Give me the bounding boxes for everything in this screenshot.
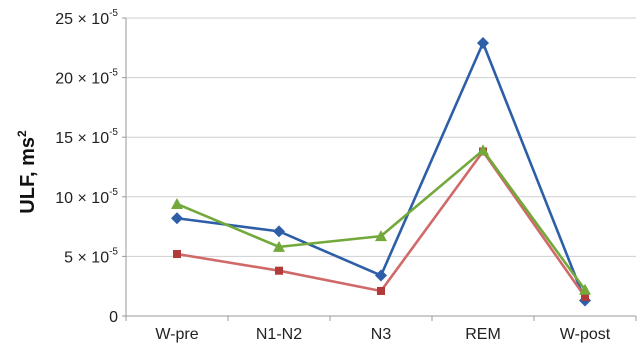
x-tick-labels: W-pre N1-N2 N3 REM W-post bbox=[155, 326, 610, 343]
y-tick-label-2: 10 × 10-5 bbox=[55, 187, 118, 207]
point-series-2-rem bbox=[477, 144, 489, 156]
point-series-1-n3 bbox=[377, 286, 385, 295]
y-axis-label: ULF, ms2 bbox=[15, 130, 39, 214]
y-tick-exponent: -5 bbox=[109, 8, 118, 19]
point-series-0-n3 bbox=[375, 269, 387, 282]
y-tick-label-1: 5 × 10-5 bbox=[64, 246, 118, 266]
axes bbox=[122, 17, 637, 321]
series-line-2 bbox=[176, 149, 587, 291]
series-line-0 bbox=[176, 41, 587, 301]
y-tick-label-4: 20 × 10-5 bbox=[55, 68, 118, 88]
point-series-0-rem bbox=[477, 37, 489, 50]
gridlines bbox=[126, 17, 636, 257]
y-tick-labels: 05 × 10-510 × 10-515 × 10-520 × 10-525 ×… bbox=[55, 8, 118, 326]
y-tick-mantissa: 0 bbox=[109, 309, 118, 326]
point-series-2-n3 bbox=[375, 230, 387, 242]
point-series-1-n1-n2 bbox=[275, 266, 283, 275]
x-tick-label-rem: REM bbox=[465, 326, 501, 343]
y-tick-mantissa: 15 × 10 bbox=[55, 130, 109, 147]
y-tick-exponent: -5 bbox=[109, 68, 118, 79]
y-tick-label-3: 15 × 10-5 bbox=[55, 127, 118, 147]
point-series-2-n1-n2 bbox=[273, 240, 285, 252]
x-tick-label-n3: N3 bbox=[371, 326, 392, 343]
y-tick-label-0: 0 bbox=[109, 309, 118, 326]
series-markers bbox=[171, 37, 591, 307]
y-tick-exponent: -5 bbox=[109, 187, 118, 198]
series-lines bbox=[176, 41, 587, 301]
point-series-2-w-post bbox=[579, 283, 591, 295]
y-axis-label-superscript: 2 bbox=[15, 130, 29, 137]
y-axis-label-text: ULF, ms bbox=[17, 137, 39, 214]
y-tick-exponent: -5 bbox=[109, 127, 118, 138]
y-tick-exponent: -5 bbox=[109, 246, 118, 257]
point-series-0-n1-n2 bbox=[273, 225, 285, 238]
point-series-1-w-pre bbox=[173, 250, 181, 259]
y-tick-mantissa: 5 × 10 bbox=[64, 249, 109, 266]
point-series-2-w-pre bbox=[171, 197, 183, 209]
point-series-1-w-post bbox=[581, 292, 589, 301]
x-tick-label-w-post: W-post bbox=[560, 326, 611, 343]
x-tick-label-n1-n2: N1-N2 bbox=[256, 326, 302, 343]
x-tick-label-w-pre: W-pre bbox=[155, 326, 198, 343]
y-tick-mantissa: 25 × 10 bbox=[55, 11, 109, 28]
point-series-0-w-pre bbox=[171, 212, 183, 225]
y-tick-mantissa: 20 × 10 bbox=[55, 71, 109, 88]
y-tick-label-5: 25 × 10-5 bbox=[55, 8, 118, 28]
y-tick-mantissa: 10 × 10 bbox=[55, 190, 109, 207]
